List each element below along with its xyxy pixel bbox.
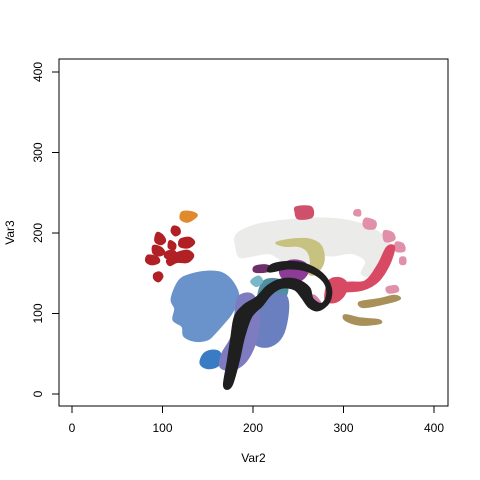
y-tick-label: 200 [31,223,45,243]
region-black [222,260,333,390]
region-red-8 [165,249,195,267]
region-orange [179,210,198,223]
x-axis: 0 100 200 300 400 [69,405,444,435]
region-rose-2 [382,229,396,243]
x-tick-label: 100 [152,421,172,435]
x-tick-label: 0 [69,421,76,435]
y-axis-title: Var3 [3,220,17,245]
region-cerebellum [170,270,240,343]
region-red-1 [154,231,167,246]
region-rose-4 [398,256,407,266]
region-red-2 [170,225,181,237]
region-light-teal [250,275,264,288]
region-red-6 [178,236,196,249]
region-tan-2 [342,314,383,326]
region-red-5 [167,240,177,251]
region-pink-dot [353,208,362,217]
data-regions [144,205,407,390]
x-axis-title: Var2 [241,451,266,465]
region-tan-1 [357,294,402,309]
region-pink-top [293,205,315,220]
y-axis: 0 100 200 300 400 [31,62,60,397]
region-red-9 [152,271,164,283]
region-blue-dark [199,349,222,370]
y-tick-label: 100 [31,303,45,323]
x-tick-label: 200 [243,421,263,435]
region-rose-5 [385,284,400,294]
y-tick-label: 0 [31,390,45,397]
region-red-3 [151,244,166,257]
region-rose-3 [394,241,406,253]
region-rose-1 [362,217,377,230]
x-tick-label: 300 [333,421,353,435]
region-red-4 [144,254,161,266]
y-tick-label: 400 [31,62,45,82]
x-tick-label: 400 [424,421,444,435]
y-tick-label: 300 [31,142,45,162]
region-crimson-2 [341,244,396,293]
